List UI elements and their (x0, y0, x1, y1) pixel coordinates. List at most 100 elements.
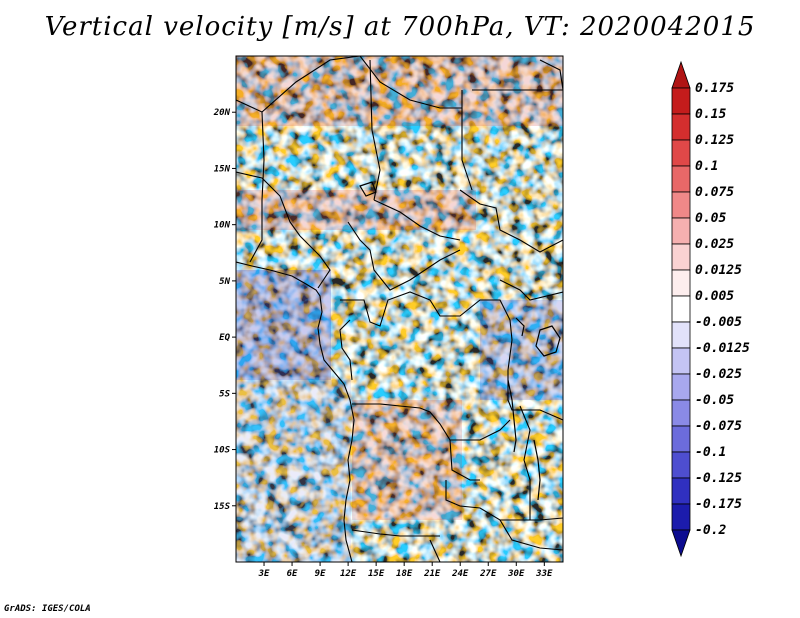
colorbar-label: 0.0125 (695, 263, 742, 278)
colorbar-swatch (671, 243, 691, 271)
east-africa-blue (480, 300, 563, 400)
colorbar-label: -0.025 (695, 367, 742, 382)
lake-tanganyika (507, 379, 517, 453)
border-23 (519, 405, 531, 520)
border-18 (450, 419, 511, 441)
colorbar-swatch (671, 425, 691, 453)
colorbar-label: -0.005 (695, 315, 742, 330)
lon-tick-label: 33E (535, 569, 553, 579)
colorbar-swatch (671, 373, 691, 401)
lat-tick-label: 20N (213, 108, 231, 118)
colorbar-label: 0.15 (695, 107, 726, 122)
lon-tick-label: 27E (479, 569, 497, 579)
vertical-velocity-field (236, 56, 563, 562)
lon-tick-label: 30E (507, 569, 525, 579)
colorbar-swatch (671, 87, 691, 115)
country-borders (236, 56, 563, 562)
colorbar-label: 0.05 (695, 211, 726, 226)
colorbar-label: -0.075 (695, 419, 742, 434)
sahel-red-band (236, 190, 476, 230)
chart-title: Vertical velocity [m/s] at 700hPa, VT: 2… (44, 12, 756, 42)
border-3 (461, 108, 473, 191)
border-9 (347, 221, 461, 291)
colorbar-swatch (671, 165, 691, 193)
border-22 (499, 519, 563, 551)
border-7 (249, 111, 265, 263)
lon-tick-label: 3E (258, 569, 270, 579)
lake-victoria (535, 325, 561, 357)
colorbar-swatch (671, 139, 691, 167)
border-10 (373, 199, 461, 241)
lon-tick-label: 18E (396, 569, 413, 579)
colorbar-label: 0.1 (695, 159, 718, 174)
colorbar-label: 0.175 (695, 81, 734, 96)
colorbar-label: 0.005 (695, 289, 734, 304)
south-atlantic-blue (236, 380, 351, 562)
lat-tick-label: EQ (219, 333, 230, 343)
border-24 (539, 59, 563, 91)
border-15 (429, 299, 511, 321)
colorbar-swatch (671, 529, 691, 558)
border-21 (429, 539, 441, 562)
lat-tick-label: 10S (214, 446, 231, 456)
colorbar-label: 0.075 (695, 185, 734, 200)
lake-malawi (533, 439, 541, 501)
lon-tick-label: 15E (368, 569, 385, 579)
border-2 (359, 56, 463, 109)
lake-chad (359, 181, 377, 197)
gulf-guinea-blue (236, 270, 331, 380)
lat-tick-label: 15S (214, 502, 231, 512)
border-11 (459, 189, 563, 253)
border-13 (340, 291, 431, 327)
colorbar-swatch (671, 477, 691, 505)
lon-tick-label: 6E (287, 569, 298, 579)
lon-tick-label: 9E (315, 569, 326, 579)
colorbar-swatch (671, 217, 691, 245)
border-19 (445, 480, 563, 521)
northern-red-band (236, 56, 563, 126)
lakes (359, 181, 561, 501)
border-14 (339, 319, 353, 381)
colorbar-label: 0.125 (695, 133, 734, 148)
footer-credit: GrADS: IGES/COLA (4, 604, 91, 614)
colorbar-swatch (671, 451, 691, 479)
lon-tick-label: 24E (451, 569, 469, 579)
border-6 (236, 171, 301, 237)
lake-albert (515, 317, 525, 337)
border-20 (351, 529, 440, 537)
west-africa-coastline (236, 261, 355, 562)
colorbar-label: -0.2 (695, 523, 726, 538)
lon-tick-label: 21E (423, 569, 441, 579)
colorbar-label: -0.0125 (695, 341, 750, 356)
lat-tick-label: 5N (219, 277, 230, 287)
colorbar-label: -0.125 (695, 471, 742, 486)
latitude-axis: 20N 15N 10N 5N EQ 5S 10S 15S (213, 108, 236, 512)
colorbar-label: -0.05 (695, 393, 734, 408)
border-8 (299, 235, 331, 289)
colorbar-swatch (671, 191, 691, 219)
colorbar-swatch (671, 321, 691, 349)
lat-tick-label: 15N (214, 164, 231, 174)
longitude-axis: 3E 6E 9E 12E 15E 18E 21E 24E 27E 30E 33E (258, 562, 553, 579)
angola-red (352, 400, 462, 520)
colorbar-label: -0.175 (695, 497, 742, 512)
border-1 (236, 56, 361, 113)
colorbar-swatch (671, 503, 691, 531)
lat-tick-label: 5S (219, 389, 230, 399)
colorbar-swatch (671, 269, 691, 297)
border-17 (352, 403, 480, 481)
colorbar-swatch (671, 347, 691, 375)
border-16 (507, 319, 563, 421)
colorbar-swatch (671, 60, 691, 89)
plot-frame (235, 55, 564, 563)
border-12 (499, 279, 563, 301)
colorbar-label: 0.025 (695, 237, 734, 252)
colorbar: 0.175 0.15 0.125 0.1 0.075 0.05 0.025 0.0125 0.0… (671, 60, 750, 558)
colorbar-swatch (671, 113, 691, 141)
colorbar-label: -0.1 (695, 445, 726, 460)
border-5 (369, 59, 381, 201)
colorbar-swatch (671, 399, 691, 427)
lon-tick-label: 12E (340, 569, 357, 579)
colorbar-swatch (671, 295, 691, 323)
